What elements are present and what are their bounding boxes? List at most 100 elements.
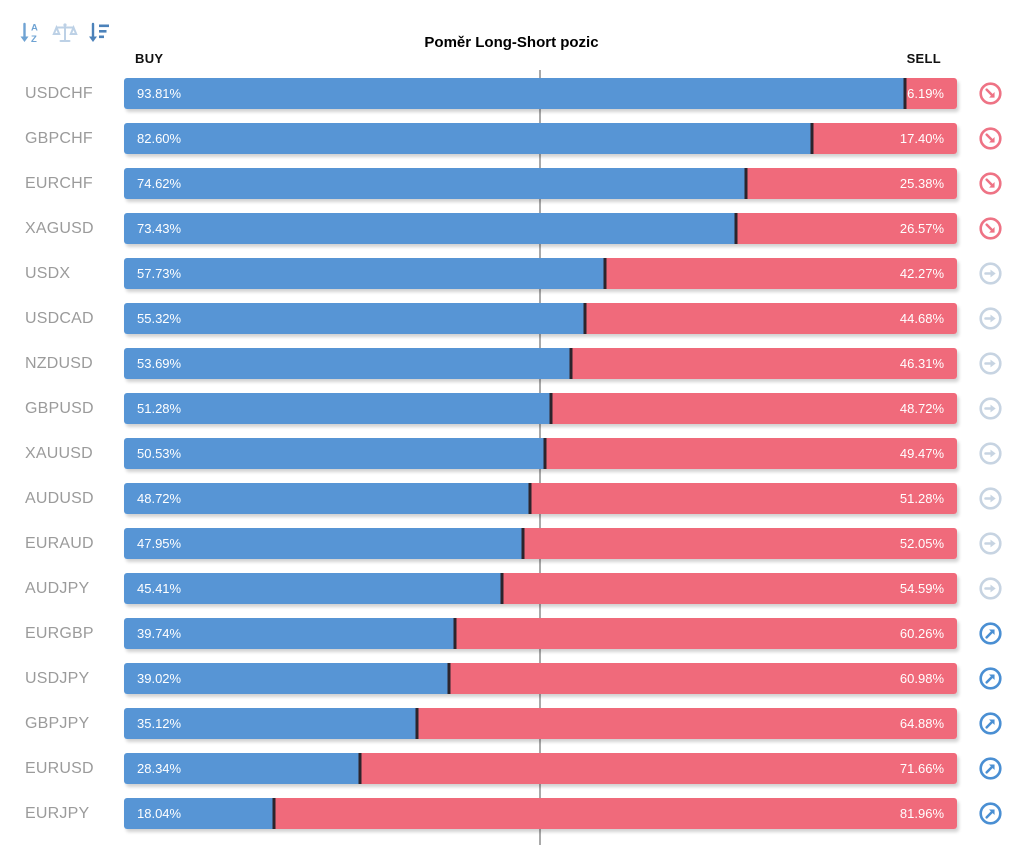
buy-percent-label: 93.81% xyxy=(137,86,182,101)
pair-symbol-label: USDCHF xyxy=(25,84,93,102)
sell-percent-label: 49.47% xyxy=(899,446,944,461)
pair-row: XAGUSD 73.43% 26.57% xyxy=(0,206,1023,251)
long-short-ratio-bar[interactable]: 50.53% 49.47% xyxy=(124,438,957,469)
sell-bar-segment: 42.27% xyxy=(604,258,957,289)
sell-percent-label: 81.96% xyxy=(899,806,944,821)
signal-icon[interactable] xyxy=(957,756,1023,781)
signal-icon[interactable] xyxy=(957,171,1023,196)
signal-icon[interactable] xyxy=(957,621,1023,646)
pair-row: GBPUSD 51.28% 48.72% xyxy=(0,386,1023,431)
pair-symbol-label: EURJPY xyxy=(25,804,90,822)
signal-icon[interactable] xyxy=(957,306,1023,331)
pair-symbol-label: AUDJPY xyxy=(25,579,90,597)
sell-percent-label: 42.27% xyxy=(899,266,944,281)
buy-bar-segment: 45.41% xyxy=(124,573,503,604)
buy-bar-segment: 82.60% xyxy=(124,123,813,154)
pair-row: EURGBP 39.74% 60.26% xyxy=(0,611,1023,656)
buy-bar-segment: 48.72% xyxy=(124,483,530,514)
buy-percent-label: 45.41% xyxy=(137,581,182,596)
pair-row: NZDUSD 53.69% 46.31% xyxy=(0,341,1023,386)
sell-bar-segment: 25.38% xyxy=(745,168,957,199)
signal-icon[interactable] xyxy=(957,531,1023,556)
buy-bar-segment: 50.53% xyxy=(124,438,545,469)
balance-scale-icon[interactable] xyxy=(52,20,78,46)
long-short-ratio-bar[interactable]: 45.41% 54.59% xyxy=(124,573,957,604)
long-short-ratio-bar[interactable]: 51.28% 48.72% xyxy=(124,393,957,424)
signal-icon[interactable] xyxy=(957,216,1023,241)
long-short-ratio-bar[interactable]: 55.32% 44.68% xyxy=(124,303,957,334)
sell-bar-segment: 64.88% xyxy=(416,708,957,739)
buy-bar-segment: 57.73% xyxy=(124,258,605,289)
signal-icon[interactable] xyxy=(957,666,1023,691)
column-headers: BUY SELL xyxy=(0,51,1023,67)
pair-row: USDCHF 93.81% 6.19% xyxy=(0,71,1023,116)
buy-bar-segment: 93.81% xyxy=(124,78,906,109)
long-short-ratio-bar[interactable]: 39.74% 60.26% xyxy=(124,618,957,649)
buy-sell-divider xyxy=(453,618,457,649)
buy-sell-divider xyxy=(744,168,748,199)
buy-bar-segment: 28.34% xyxy=(124,753,361,784)
pair-row: USDX 57.73% 42.27% xyxy=(0,251,1023,296)
long-short-ratio-bar[interactable]: 82.60% 17.40% xyxy=(124,123,957,154)
pair-symbol-label: EURUSD xyxy=(25,759,94,777)
long-short-ratio-bar[interactable]: 74.62% 25.38% xyxy=(124,168,957,199)
pair-row: EURCHF 74.62% 25.38% xyxy=(0,161,1023,206)
long-short-ratio-bar[interactable]: 35.12% 64.88% xyxy=(124,708,957,739)
signal-icon[interactable] xyxy=(957,576,1023,601)
signal-icon[interactable] xyxy=(957,396,1023,421)
long-short-ratio-bar[interactable]: 93.81% 6.19% xyxy=(124,78,957,109)
sell-percent-label: 17.40% xyxy=(899,131,944,146)
buy-bar-segment: 39.74% xyxy=(124,618,456,649)
pair-row: AUDJPY 45.41% 54.59% xyxy=(0,566,1023,611)
buy-percent-label: 53.69% xyxy=(137,356,182,371)
sell-percent-label: 64.88% xyxy=(899,716,944,731)
long-short-ratio-bar[interactable]: 47.95% 52.05% xyxy=(124,528,957,559)
pair-row: EURAUD 47.95% 52.05% xyxy=(0,521,1023,566)
buy-sell-divider xyxy=(734,213,738,244)
signal-icon[interactable] xyxy=(957,711,1023,736)
sell-bar-segment: 52.05% xyxy=(523,528,957,559)
pair-symbol-label: GBPUSD xyxy=(25,399,94,417)
signal-icon[interactable] xyxy=(957,81,1023,106)
buy-percent-label: 50.53% xyxy=(137,446,182,461)
pair-row: GBPJPY 35.12% 64.88% xyxy=(0,701,1023,746)
sell-bar-segment: 49.47% xyxy=(544,438,957,469)
buy-sell-divider xyxy=(272,798,276,829)
sell-bar-segment: 51.28% xyxy=(529,483,957,514)
buy-bar-segment: 73.43% xyxy=(124,213,736,244)
sell-percent-label: 6.19% xyxy=(907,86,944,101)
buy-percent-label: 39.74% xyxy=(137,626,182,641)
pair-symbol-label: XAUUSD xyxy=(25,444,93,462)
long-short-ratio-bar[interactable]: 28.34% 71.66% xyxy=(124,753,957,784)
signal-icon[interactable] xyxy=(957,126,1023,151)
sell-percent-label: 54.59% xyxy=(899,581,944,596)
buy-column-header: BUY xyxy=(135,51,164,66)
sell-column-header: SELL xyxy=(906,51,941,66)
signal-icon[interactable] xyxy=(957,441,1023,466)
long-short-ratio-bar[interactable]: 48.72% 51.28% xyxy=(124,483,957,514)
sort-by-value-icon[interactable] xyxy=(86,20,112,46)
long-short-ratio-bar[interactable]: 53.69% 46.31% xyxy=(124,348,957,379)
long-short-ratio-bar[interactable]: 57.73% 42.27% xyxy=(124,258,957,289)
sort-alphabetical-icon[interactable]: A Z xyxy=(18,20,44,46)
buy-sell-divider xyxy=(810,123,814,154)
buy-percent-label: 18.04% xyxy=(137,806,182,821)
buy-percent-label: 28.34% xyxy=(137,761,182,776)
signal-icon[interactable] xyxy=(957,261,1023,286)
buy-sell-divider xyxy=(583,303,587,334)
long-short-ratio-bar[interactable]: 18.04% 81.96% xyxy=(124,798,957,829)
long-short-ratio-bar[interactable]: 39.02% 60.98% xyxy=(124,663,957,694)
long-short-ratio-bar[interactable]: 73.43% 26.57% xyxy=(124,213,957,244)
pair-row: USDJPY 39.02% 60.98% xyxy=(0,656,1023,701)
signal-icon[interactable] xyxy=(957,351,1023,376)
buy-percent-label: 82.60% xyxy=(137,131,182,146)
signal-icon[interactable] xyxy=(957,486,1023,511)
sell-percent-label: 60.26% xyxy=(899,626,944,641)
pair-row: XAUUSD 50.53% 49.47% xyxy=(0,431,1023,476)
signal-icon[interactable] xyxy=(957,801,1023,826)
pair-symbol-label: XAGUSD xyxy=(25,219,94,237)
sell-percent-label: 52.05% xyxy=(899,536,944,551)
sell-percent-label: 51.28% xyxy=(899,491,944,506)
pair-symbol-label: NZDUSD xyxy=(25,354,93,372)
buy-sell-divider xyxy=(603,258,607,289)
